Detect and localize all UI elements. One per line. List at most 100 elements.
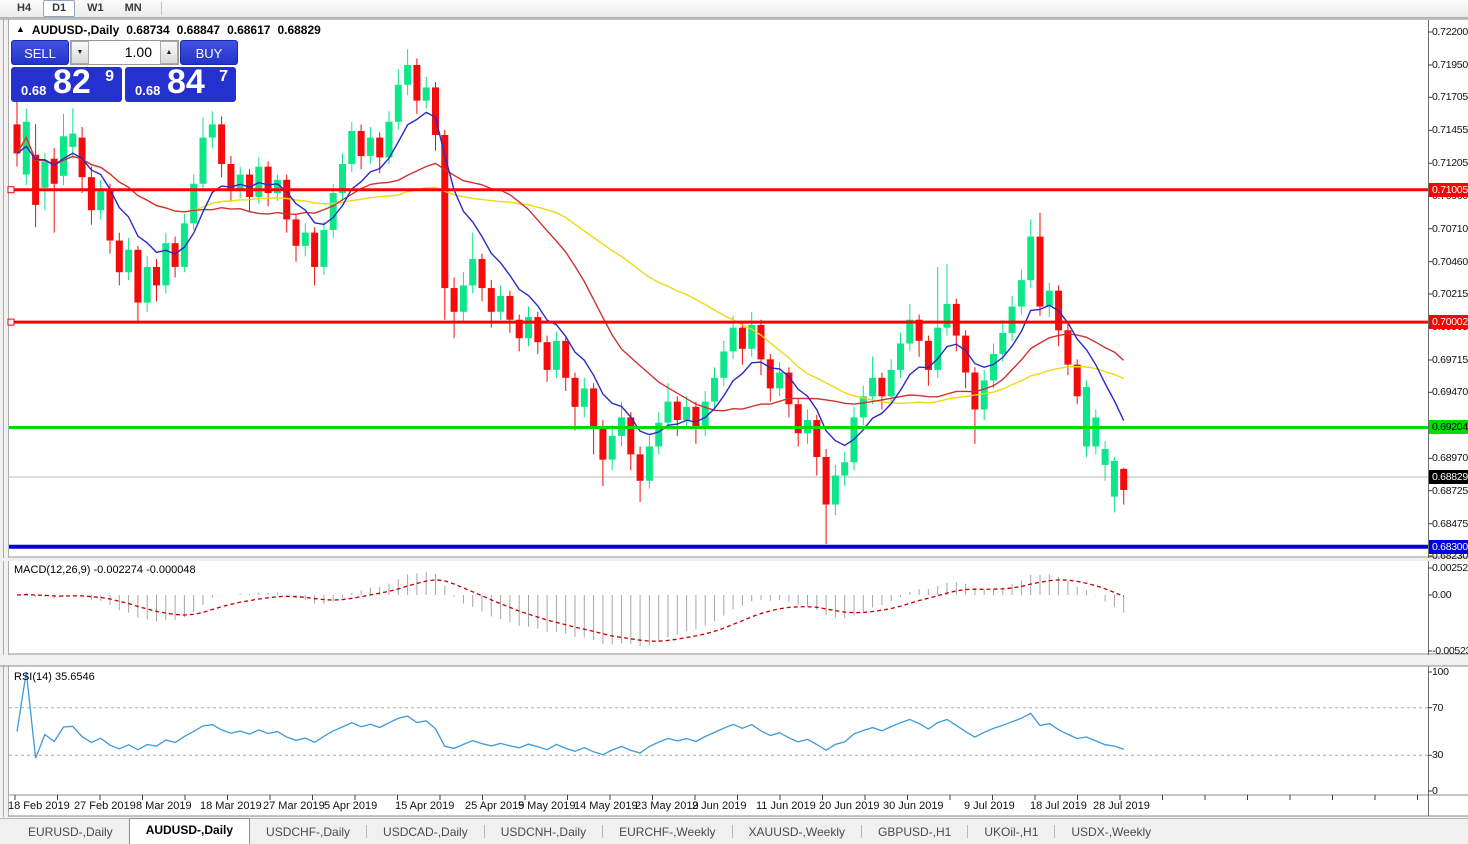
volume-increase-button[interactable]: ▲: [160, 41, 178, 64]
candle-body: [432, 87, 439, 135]
volume-input[interactable]: 1.00: [124, 44, 152, 60]
candle-body: [822, 457, 830, 505]
timeframe-button-d1[interactable]: D1: [43, 0, 76, 17]
candle-body: [766, 359, 774, 389]
chart-tab-eurusd[interactable]: EURUSD-,Daily: [28, 824, 113, 839]
chart-tab-ukoil[interactable]: UKOil-,H1: [984, 824, 1039, 839]
candle-body: [962, 335, 970, 373]
sell-price-sup: 9: [105, 68, 114, 85]
candle-body: [87, 177, 95, 211]
ma-medium-line: [16, 136, 1125, 412]
candle-body: [655, 422, 663, 447]
panel-separator[interactable]: [0, 558, 1468, 561]
timeframe-button-w1[interactable]: W1: [87, 2, 104, 14]
chart-tab-usdcad[interactable]: USDCAD-,Daily: [383, 824, 468, 839]
candle-body: [664, 401, 672, 423]
candle-body: [794, 404, 802, 434]
candle-body: [701, 401, 709, 428]
candle-body: [190, 183, 198, 224]
candle-body: [506, 295, 514, 320]
tab-separator: [967, 825, 969, 838]
candle-body: [348, 130, 356, 164]
sell-price-big: 82: [53, 63, 91, 101]
candle-body: [255, 166, 263, 197]
sell-price-tile[interactable]: 0.68 82 9: [11, 63, 122, 102]
chart-tab-gbpusd[interactable]: GBPUSD-,H1: [878, 824, 952, 839]
candle-body: [776, 372, 784, 389]
candle-body: [320, 229, 328, 267]
candle-body: [1073, 364, 1081, 397]
chart-tab-usdx[interactable]: USDX-,Weekly: [1071, 824, 1152, 839]
volume-box: ▼ 1.00 ▲: [70, 40, 179, 65]
chart-tab-xauusd[interactable]: XAUUSD-,Weekly: [748, 824, 845, 839]
ma-fast-line: [16, 111, 1125, 447]
candle-body: [525, 317, 532, 339]
tab-separator: [602, 825, 604, 838]
candle-body: [1083, 387, 1090, 447]
candle-body: [422, 87, 430, 101]
candle-body: [469, 259, 477, 286]
candle-body: [497, 295, 505, 312]
candle-body: [301, 232, 309, 246]
candle-body: [590, 388, 598, 428]
candle-body: [738, 327, 746, 349]
candle-body: [487, 288, 495, 312]
candle-body: [69, 133, 77, 147]
buy-button[interactable]: BUY: [180, 40, 238, 65]
candle-body: [1008, 306, 1016, 333]
line-anchor-marker: [7, 186, 15, 194]
buy-price-prefix: 0.68: [135, 83, 161, 98]
candle-body: [683, 406, 691, 421]
candle-body: [673, 401, 681, 421]
volume-decrease-button[interactable]: ▼: [71, 41, 89, 64]
candle-body: [562, 340, 570, 378]
candle-body: [125, 249, 133, 273]
candle-body: [339, 163, 346, 194]
candle-body: [459, 285, 467, 312]
candle-body: [413, 64, 421, 101]
timeframe-button-h4[interactable]: H4: [17, 2, 32, 14]
candle-body: [720, 351, 728, 378]
chart-tab-eurchf[interactable]: EURCHF-,Weekly: [619, 824, 716, 839]
candle-body: [897, 343, 904, 370]
chart-tab-usdcnh[interactable]: USDCNH-,Daily: [500, 824, 587, 839]
candle-body: [264, 166, 272, 194]
candle-body: [645, 446, 653, 481]
candle-body: [627, 417, 635, 455]
candle-body: [878, 377, 886, 397]
candle-body: [757, 325, 765, 360]
candle-body: [22, 121, 30, 175]
timeframe-button-mn[interactable]: MN: [124, 2, 142, 14]
candle-body: [887, 369, 895, 397]
candle-body: [78, 137, 86, 178]
candle-body: [813, 420, 821, 458]
candle-body: [952, 303, 960, 336]
candle-body: [385, 121, 393, 158]
candle-body: [534, 317, 542, 343]
chart-tab-audusd[interactable]: AUDUSD-,Daily: [128, 817, 251, 844]
candle-body: [934, 327, 942, 370]
candle-body: [162, 243, 170, 286]
candle-body: [1027, 236, 1035, 281]
candle-body: [134, 249, 142, 303]
candle-body: [32, 154, 40, 205]
candle-body: [990, 354, 997, 381]
chart-tab-usdchf[interactable]: USDCHF-,Daily: [266, 824, 351, 839]
candle-body: [580, 388, 588, 407]
candle-body: [748, 325, 756, 349]
one-click-trading-panel: SELL ▼ 1.00 ▲ BUY 0.68 82 9 0.68 84 7: [11, 40, 238, 102]
candle-body: [1110, 460, 1118, 497]
candle-body: [692, 406, 700, 428]
candle-body: [283, 179, 291, 220]
sell-button[interactable]: SELL: [11, 40, 69, 65]
candle-body: [450, 288, 458, 312]
candle-body: [999, 332, 1007, 355]
candle-body: [478, 259, 486, 289]
candle-body: [394, 84, 402, 122]
buy-price-tile[interactable]: 0.68 84 7: [125, 63, 236, 102]
panel-separator[interactable]: [0, 655, 1468, 666]
window-left-border: [3, 19, 4, 817]
candle-body: [729, 327, 737, 352]
timeframe-buttons: H4 D1 W1 MN: [8, 0, 154, 17]
